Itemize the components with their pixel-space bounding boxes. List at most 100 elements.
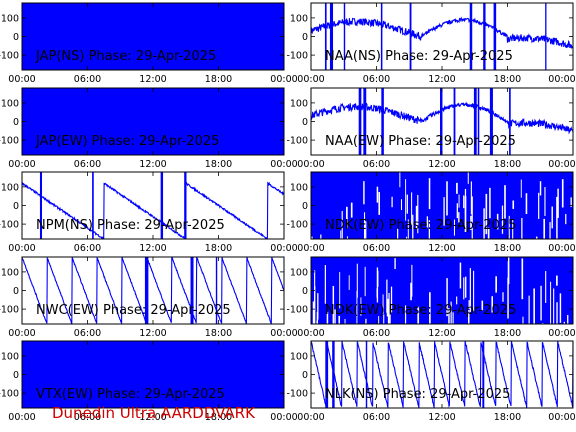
panel-title: NAA(EW) Phase: 29-Apr-2025 xyxy=(325,134,516,149)
x-tick-label: 06:00 xyxy=(363,243,390,254)
x-tick-label: 00:00 xyxy=(270,243,297,254)
phase-trace xyxy=(22,172,284,239)
y-tick-label: 0 xyxy=(302,32,308,43)
x-tick-label: 06:00 xyxy=(74,412,101,423)
x-tick-label: 18:00 xyxy=(494,74,521,85)
y-tick-label: 100 xyxy=(1,98,19,109)
x-tick-label: 18:00 xyxy=(494,243,521,254)
x-tick-label: 18:00 xyxy=(205,243,232,254)
x-tick-label: 00:00 xyxy=(297,74,324,85)
y-tick-label: 0 xyxy=(13,117,19,128)
phase-trace xyxy=(22,257,284,324)
panel-title: NPM(NS) Phase: 29-Apr-2025 xyxy=(36,218,225,233)
y-tick-label: 0 xyxy=(302,201,308,212)
phase-fill xyxy=(22,341,284,408)
x-tick-label: 00:00 xyxy=(297,412,324,423)
x-tick-label: 00:00 xyxy=(297,328,324,339)
y-tick-label: 100 xyxy=(290,98,308,109)
phase-line xyxy=(22,181,284,239)
y-tick-label: -100 xyxy=(0,51,19,62)
x-tick-label: 12:00 xyxy=(428,159,455,170)
x-tick-label: 00:00 xyxy=(270,412,297,423)
x-tick-label: 18:00 xyxy=(205,412,232,423)
panel-title: NDK(EW) Phase: 29-Apr-2025 xyxy=(325,303,516,318)
panel-title: NDK(EW) Phase: 29-Apr-2025 xyxy=(325,218,516,233)
x-tick-label: 00:00 xyxy=(297,159,324,170)
phase-trace xyxy=(311,3,573,70)
phase-panel: 1000-10000:0006:0012:0018:0000:00NPM(NS)… xyxy=(0,171,298,254)
x-tick-label: 06:00 xyxy=(74,243,101,254)
x-tick-label: 18:00 xyxy=(205,328,232,339)
y-tick-label: -100 xyxy=(0,220,19,231)
panel-title: JAP(NS) Phase: 29-Apr-2025 xyxy=(35,49,216,64)
phase-line xyxy=(22,257,284,324)
x-tick-label: 06:00 xyxy=(363,412,390,423)
x-tick-label: 00:00 xyxy=(548,159,575,170)
x-tick-label: 12:00 xyxy=(139,159,166,170)
x-tick-label: 06:00 xyxy=(363,74,390,85)
y-tick-label: 0 xyxy=(302,286,308,297)
phase-trace xyxy=(311,341,573,408)
x-tick-label: 12:00 xyxy=(428,328,455,339)
x-tick-label: 00:00 xyxy=(8,328,35,339)
phase-trace xyxy=(311,257,573,324)
x-tick-label: 12:00 xyxy=(428,412,455,423)
phase-trace xyxy=(22,3,284,70)
x-tick-label: 06:00 xyxy=(74,74,101,85)
y-tick-label: -100 xyxy=(0,136,19,147)
panel-title: NAA(NS) Phase: 29-Apr-2025 xyxy=(325,49,513,64)
panel-title: JAP(EW) Phase: 29-Apr-2025 xyxy=(35,134,219,149)
phase-panel: 1000-10000:0006:0012:0018:0000:00VTX(EW)… xyxy=(0,340,298,423)
x-tick-label: 00:00 xyxy=(270,74,297,85)
y-tick-label: -100 xyxy=(0,305,19,316)
x-tick-label: 12:00 xyxy=(139,243,166,254)
x-tick-label: 06:00 xyxy=(74,159,101,170)
y-tick-label: -100 xyxy=(286,220,308,231)
y-tick-label: 100 xyxy=(290,182,308,193)
x-tick-label: 18:00 xyxy=(494,159,521,170)
y-tick-label: -100 xyxy=(286,305,308,316)
y-tick-label: 100 xyxy=(1,13,19,24)
y-tick-label: 100 xyxy=(1,351,19,362)
phase-line xyxy=(311,16,573,50)
x-tick-label: 12:00 xyxy=(139,412,166,423)
x-tick-label: 00:00 xyxy=(548,74,575,85)
x-tick-label: 00:00 xyxy=(548,328,575,339)
x-tick-label: 12:00 xyxy=(139,74,166,85)
x-tick-label: 12:00 xyxy=(428,243,455,254)
x-tick-label: 00:00 xyxy=(8,243,35,254)
y-tick-label: -100 xyxy=(286,389,308,400)
phase-fill xyxy=(22,3,284,70)
x-tick-label: 06:00 xyxy=(363,159,390,170)
x-tick-label: 12:00 xyxy=(139,328,166,339)
x-tick-label: 00:00 xyxy=(548,243,575,254)
y-tick-label: 0 xyxy=(13,286,19,297)
x-tick-label: 18:00 xyxy=(494,412,521,423)
y-tick-label: 0 xyxy=(302,117,308,128)
y-tick-label: -100 xyxy=(286,51,308,62)
y-tick-label: 100 xyxy=(1,182,19,193)
phase-trace xyxy=(22,341,284,408)
x-tick-label: 00:00 xyxy=(270,328,297,339)
y-tick-label: 0 xyxy=(13,370,19,381)
x-tick-label: 12:00 xyxy=(428,74,455,85)
x-tick-label: 00:00 xyxy=(297,243,324,254)
x-tick-label: 00:00 xyxy=(8,74,35,85)
x-tick-label: 00:00 xyxy=(270,159,297,170)
phase-trace xyxy=(311,88,573,155)
y-tick-label: 100 xyxy=(290,351,308,362)
panel-title: NLK(NS) Phase: 29-Apr-2025 xyxy=(325,387,510,402)
x-tick-label: 00:00 xyxy=(8,412,35,423)
y-tick-label: 100 xyxy=(290,13,308,24)
x-tick-label: 00:00 xyxy=(8,159,35,170)
phase-panel: 1000-10000:0006:0012:0018:0000:00JAP(NS)… xyxy=(0,2,298,85)
x-tick-label: 06:00 xyxy=(363,328,390,339)
footer-label: Dunedin Ultra AARDDVARK xyxy=(52,404,255,422)
panel-title: VTX(EW) Phase: 29-Apr-2025 xyxy=(36,387,225,402)
y-tick-label: 100 xyxy=(1,267,19,278)
y-tick-label: -100 xyxy=(0,389,19,400)
